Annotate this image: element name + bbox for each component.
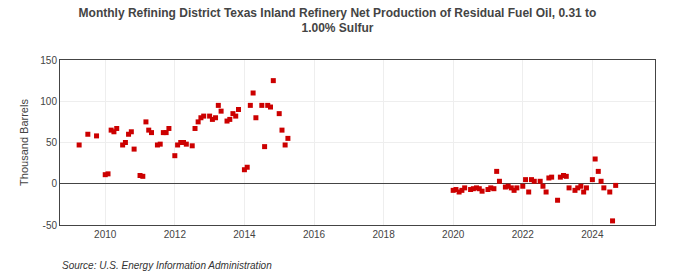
svg-text:Thousand Barrels: Thousand Barrels [18,99,30,186]
svg-text:2022: 2022 [512,229,535,240]
svg-text:0: 0 [51,178,57,189]
svg-text:2020: 2020 [442,229,465,240]
svg-text:2014: 2014 [233,229,256,240]
svg-text:2018: 2018 [372,229,395,240]
svg-text:2012: 2012 [164,229,187,240]
svg-text:100: 100 [40,96,57,107]
svg-text:50: 50 [46,137,58,148]
svg-text:150: 150 [40,55,57,66]
svg-text:-50: -50 [43,220,58,231]
svg-text:2016: 2016 [303,229,326,240]
svg-text:2024: 2024 [581,229,604,240]
svg-text:Monthly Refining District Texa: Monthly Refining District Texas Inland R… [79,6,597,36]
svg-text:Source: U.S. Energy Informatio: Source: U.S. Energy Information Administ… [62,260,272,271]
svg-text:2010: 2010 [94,229,117,240]
